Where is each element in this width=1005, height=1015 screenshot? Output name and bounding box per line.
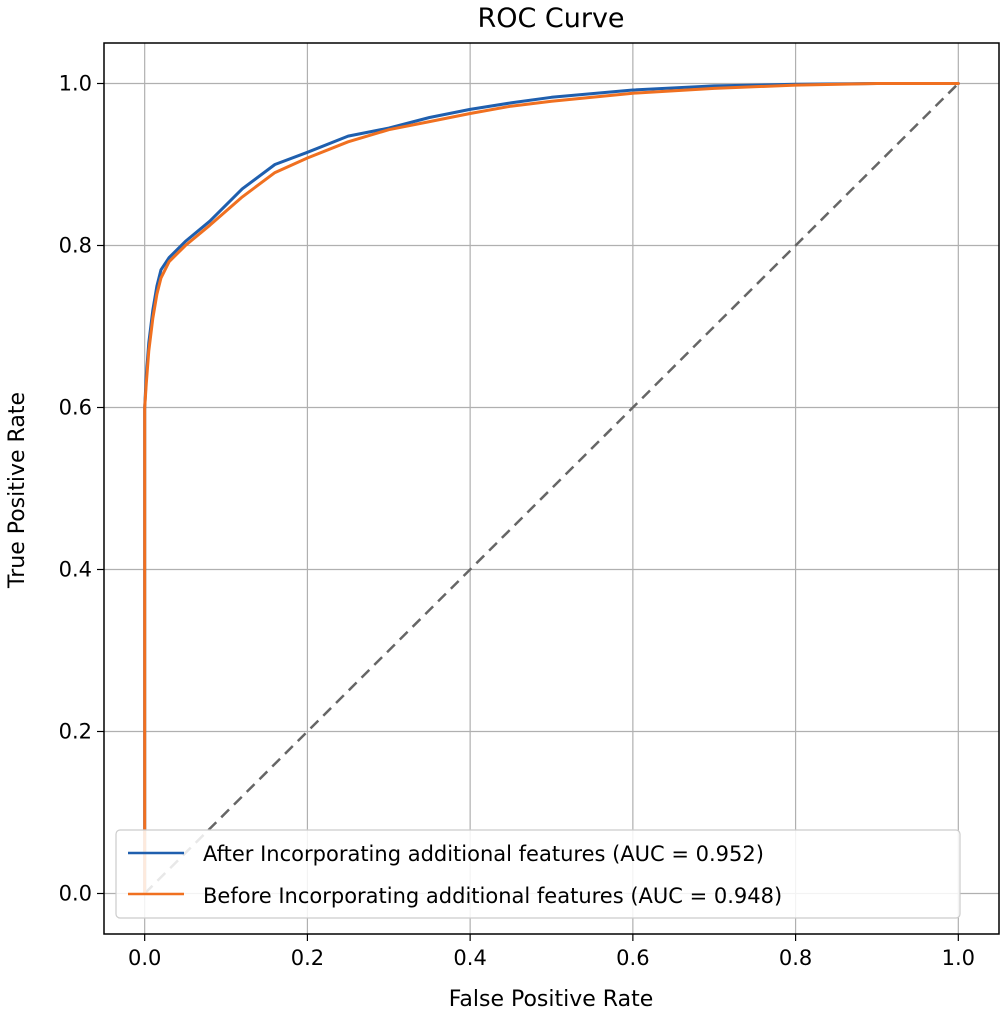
x-tick-label: 0.6 [616, 946, 649, 970]
legend-entry-after: After Incorporating additional features … [203, 842, 764, 866]
y-tick-label: 0.4 [59, 558, 92, 582]
legend: After Incorporating additional features … [115, 829, 961, 919]
plot-frame [103, 42, 1000, 935]
reference-diagonal-line [143, 82, 960, 895]
x-axis-ticks: 0.0 0.2 0.4 0.6 0.8 1.0 [128, 934, 975, 970]
x-tick-label: 0.0 [128, 946, 161, 970]
legend-box [115, 829, 961, 919]
y-tick-label: 0.8 [59, 234, 92, 258]
y-axis-label: True Positive Rate [5, 392, 30, 589]
x-tick-label: 1.0 [942, 946, 975, 970]
roc-curve-before [143, 82, 960, 895]
y-tick-label: 1.0 [59, 72, 92, 96]
x-tick-label: 0.2 [291, 946, 324, 970]
grid-lines [104, 43, 999, 934]
legend-entry-before: Before Incorporating additional features… [203, 884, 782, 908]
series-group [143, 82, 960, 895]
chart-title: ROC Curve [477, 3, 624, 34]
x-axis-label: False Positive Rate [449, 987, 653, 1012]
y-tick-label: 0.6 [59, 396, 92, 420]
x-tick-label: 0.4 [453, 946, 486, 970]
x-tick-label: 0.8 [779, 946, 812, 970]
y-tick-label: 0.2 [59, 720, 92, 744]
y-tick-label: 0.0 [59, 882, 92, 906]
reference-line-group [143, 82, 960, 895]
y-axis-ticks: 0.0 0.2 0.4 0.6 0.8 1.0 [59, 72, 104, 906]
